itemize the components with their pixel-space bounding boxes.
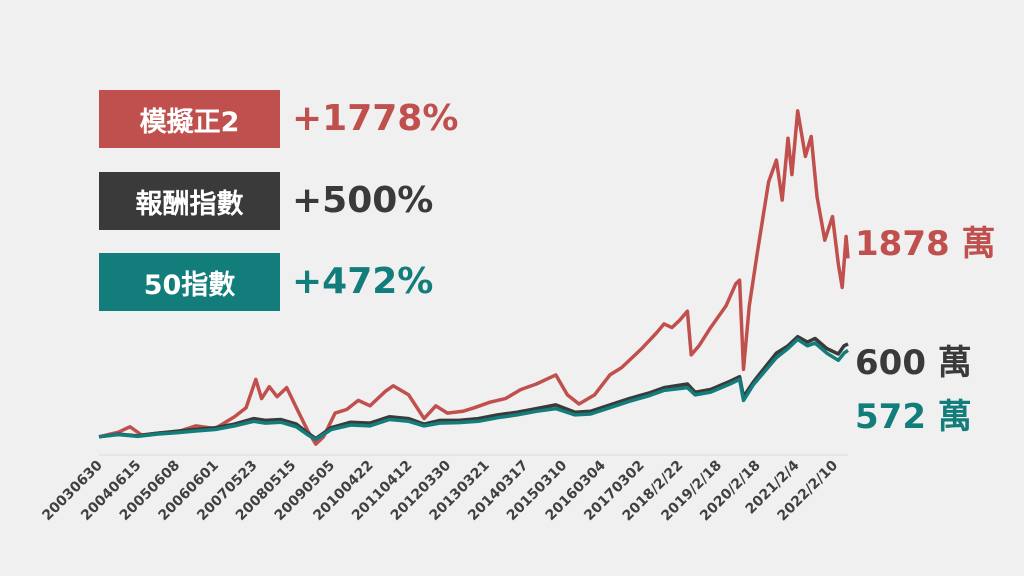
legend-label-series-1: 模擬正2 [139,106,240,138]
legend-change-series-3: +472% [292,261,434,302]
series-line-2 [98,334,849,441]
legend-label-series-3: 50指數 [143,269,236,301]
end-value-series-1: 1878 萬 [855,224,996,264]
legend-change-series-2: +500% [292,180,434,221]
end-value-series-3: 572 萬 [855,397,972,437]
end-value-series-2: 600 萬 [855,343,972,383]
series-line-1 [98,109,850,446]
legend-change-series-1: +1778% [292,98,459,139]
legend-label-series-2: 報酬指數 [135,188,244,220]
x-tick-labels: 2003063020040615200506082006060120070523… [39,457,841,524]
series-layer [98,109,850,446]
legend-box-series-1: 模擬正2 [99,90,280,148]
legend-box-series-3: 50指數 [99,253,280,311]
legend-box-series-2: 報酬指數 [99,172,280,230]
series-line-3 [98,337,850,442]
